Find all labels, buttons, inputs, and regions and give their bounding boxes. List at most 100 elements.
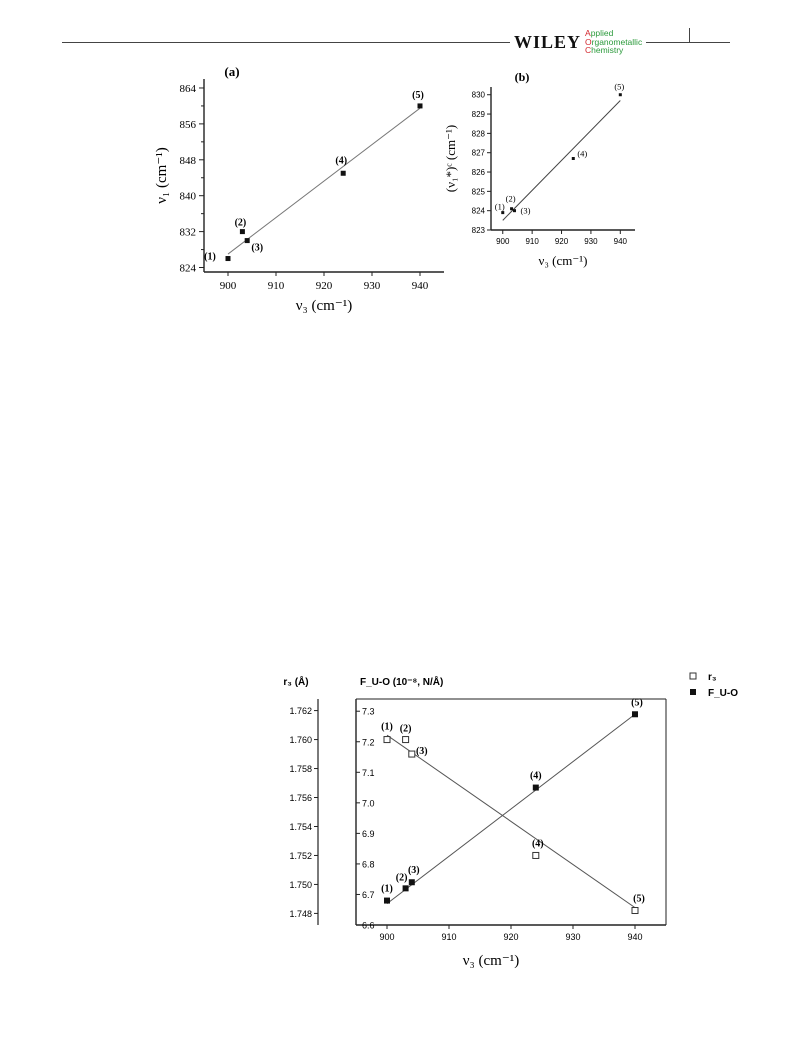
panel-b-data-point	[513, 209, 517, 213]
panel-b-y-axis-title: (ν₁*)ᶜ (cm⁻¹)	[443, 125, 458, 192]
panel-a-point-label: (3)	[251, 243, 263, 254]
panel-b-fit-line	[502, 100, 621, 221]
panel-b-data-point	[618, 93, 622, 97]
panel-b-x-tick-label: 900	[496, 237, 510, 246]
panel-b-x-tick-label: 940	[614, 237, 628, 246]
panel-b-y-tick-label: 824	[472, 207, 486, 216]
panel-b-point-label: (4)	[577, 149, 587, 159]
journal-line-1: Applied	[585, 28, 614, 39]
panel-c-fuo-point	[384, 897, 390, 904]
panel-c-point-label: (2)	[400, 724, 412, 735]
panel-a-y-tick-label: 848	[180, 155, 197, 167]
panel-c-fuo-point	[408, 879, 415, 886]
panel-c-point-label: (5)	[631, 697, 643, 708]
panel-c-fuo-point	[532, 784, 539, 791]
panel-c-x-tick-label: 920	[503, 932, 518, 942]
panel-a-data-point	[244, 238, 250, 244]
panel-c-point-label: (1)	[381, 722, 393, 733]
panel-a-x-tick-label: 930	[364, 280, 381, 292]
legend-r3-marker	[689, 672, 697, 680]
panel-c-x-tick-label: 930	[565, 932, 580, 942]
panel-c-x-tick-label: 900	[379, 932, 394, 942]
panel-b-y-tick-label: 830	[472, 91, 486, 100]
panel-c-point-label: (1)	[381, 884, 393, 895]
panel-c-right-y-tick-label: 6.9	[362, 829, 375, 839]
panel-c-point-label: (4)	[532, 838, 544, 849]
panel-a-y-tick-label: 864	[180, 83, 197, 95]
panel-c-x-axis-title: ν₃ (cm⁻¹)	[463, 953, 520, 969]
panel-a-x-tick-label: 910	[268, 280, 285, 292]
panel-a-y-tick-label: 832	[180, 227, 197, 239]
panel-b-point-label: (1)	[495, 202, 505, 212]
panel-a-x-tick-label: 940	[412, 280, 429, 292]
panel-c-right-y-tick-label: 6.6	[362, 921, 375, 931]
panel-c-left-y-tick-label: 1.762	[289, 706, 312, 716]
header-divider	[689, 28, 690, 42]
publisher-logo: WILEY	[514, 31, 582, 52]
panel-b-point-label: (2)	[506, 194, 516, 204]
panel-c-r3-point	[383, 736, 391, 744]
panel-c-right-y-tick-label: 7.1	[362, 768, 375, 778]
panel-c-point-label: (3)	[408, 865, 420, 876]
panel-c-right-y-tick-label: 6.8	[362, 859, 375, 869]
panel-a-data-point	[239, 229, 245, 235]
panel-c-left-y-tick-label: 1.752	[289, 851, 312, 861]
panel-a-data-point	[417, 103, 423, 109]
panel-a-point-label: (2)	[235, 218, 247, 229]
panel-c-left-y-tick-label: 1.748	[289, 909, 312, 919]
legend-r3-label: r₃	[708, 672, 717, 683]
journal-header: WILEY Applied Organometallic Chemistry	[510, 28, 647, 56]
panel-c-point-label: (4)	[530, 771, 542, 782]
panel-a-data-point	[340, 170, 346, 176]
panel-b-data-point	[571, 157, 575, 160]
legend-fuo-marker	[690, 689, 696, 695]
panel-a-point-label: (4)	[335, 155, 347, 166]
panel-c-r3-point	[631, 907, 639, 915]
panel-c-point-label: (3)	[416, 746, 428, 757]
panel-a-data-point	[225, 256, 231, 262]
panel-c-right-y-axis-title: F_U-O (10⁻⁸, N/Å)	[360, 675, 443, 688]
legend-fuo-label: F_U-O	[708, 688, 738, 699]
panel-c-point-label: (5)	[633, 894, 645, 905]
panel-b-x-tick-label: 910	[525, 237, 539, 246]
panel-c-fit-line-0	[386, 734, 636, 909]
panel-a-y-tick-label: 856	[180, 119, 197, 131]
panel-c-point-label: (2)	[396, 872, 408, 883]
panel-b-y-tick-label: 828	[472, 129, 486, 138]
panel-b-label: (b)	[515, 70, 530, 84]
panel-a-x-tick-label: 920	[316, 280, 333, 292]
panel-a-point-label: (5)	[412, 90, 424, 101]
panel-b-data-point	[501, 211, 505, 215]
panel-c-left-y-tick-label: 1.754	[289, 822, 312, 832]
journal-line-2: Organometallic	[585, 36, 643, 47]
panel-a-fit-line	[227, 107, 421, 255]
panel-c-left-y-tick-label: 1.750	[289, 880, 312, 890]
panel-c-right-y-tick-label: 7.2	[362, 737, 375, 747]
panel-c-right-y-tick-label: 6.7	[362, 890, 375, 900]
panel-c-right-y-tick-label: 7.3	[362, 707, 375, 717]
panel-a-y-tick-label: 824	[180, 263, 197, 275]
panel-c-fuo-point	[402, 885, 409, 892]
journal-line-3: Chemistry	[585, 45, 624, 56]
panel-b-y-tick-label: 825	[472, 187, 486, 196]
panel-b-y-tick-label: 826	[472, 168, 486, 177]
panel-b-x-axis-title: ν₃ (cm⁻¹)	[539, 253, 588, 268]
panel-b-point-label: (3)	[521, 206, 531, 216]
panel-c-x-tick-label: 940	[627, 932, 642, 942]
panel-b-x-tick-label: 920	[555, 237, 569, 246]
panel-c-x-tick-label: 910	[441, 932, 456, 942]
panel-a-y-tick-label: 840	[180, 191, 197, 203]
journal-name: Applied Organometallic Chemistry	[585, 29, 642, 55]
panel-b-x-tick-label: 930	[584, 237, 598, 246]
panel-c-r3-point	[402, 736, 410, 744]
panel-a-label: (a)	[224, 64, 239, 79]
panel-b-data-point	[510, 207, 514, 211]
panel-c-left-y-tick-label: 1.758	[289, 764, 312, 774]
panel-c-left-y-tick-label: 1.760	[289, 735, 312, 745]
panel-c-left-y-tick-label: 1.756	[289, 793, 312, 803]
panel-b-y-tick-label: 827	[472, 149, 486, 158]
panel-b-y-tick-label: 829	[472, 110, 486, 119]
panel-c-left-y-axis-title: r₃ (Å)	[283, 675, 308, 688]
panel-c-fuo-point	[632, 711, 638, 718]
